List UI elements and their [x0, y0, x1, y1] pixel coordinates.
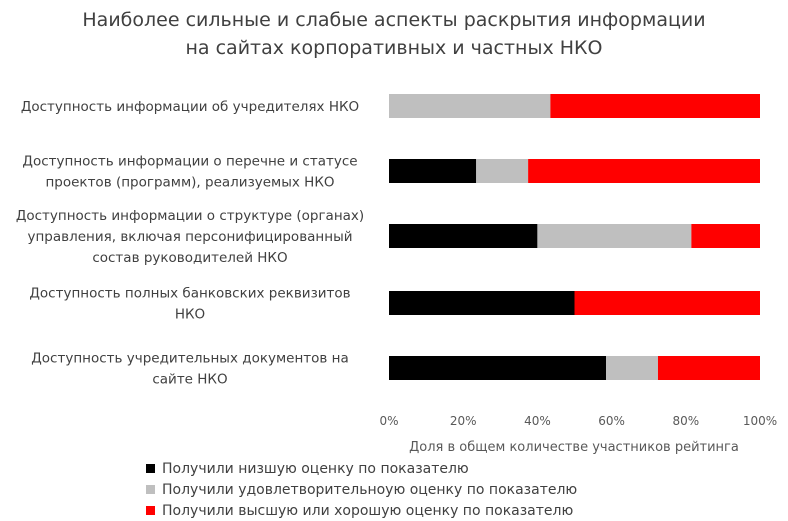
legend-item-high: Получили высшую или хорошую оценку по по…	[146, 500, 577, 521]
legend-swatch-high	[146, 506, 155, 515]
legend: Получили низшую оценку по показателю Пол…	[146, 458, 577, 521]
x-tick-label-4: 60%	[598, 414, 625, 428]
bars-group	[389, 94, 760, 380]
category-label-4-line-2: НКО	[175, 307, 205, 323]
x-tick-label-5: 80%	[672, 414, 699, 428]
category-label-3-line-1: Доступность информации о структуре (орга…	[16, 208, 364, 224]
bar-segment-cat5-series3	[657, 356, 760, 380]
bar-segment-cat4-series1	[389, 291, 575, 315]
bar-segment-cat4-series3	[574, 291, 760, 315]
category-label-5-line-2: сайте НКО	[152, 372, 227, 388]
x-tick-label-2: 20%	[450, 414, 477, 428]
bar-segment-cat5-series2	[606, 356, 658, 380]
bar-segment-cat5-series1	[389, 356, 607, 380]
legend-label-high: Получили высшую или хорошую оценку по по…	[162, 502, 574, 519]
category-label-5-line-1: Доступность учредительных документов на	[31, 351, 349, 367]
chart-title-line-1: Наиболее сильные и слабые аспекты раскры…	[82, 9, 706, 31]
legend-swatch-satisfactory	[146, 485, 155, 494]
chart-title-line-2: на сайтах корпоративных и частных НКО	[185, 37, 603, 59]
category-label-3: Доступность информации о структуре (орга…	[16, 208, 364, 266]
category-label-3-line-2: управления, включая персонифицированный	[27, 229, 352, 245]
bar-segment-cat2-series1	[389, 159, 477, 183]
category-label-4-line-1: Доступность полных банковских реквизитов	[29, 286, 350, 302]
x-tick-label-6: 100%	[743, 414, 777, 428]
category-label-3-line-3: состав руководителей НКО	[92, 250, 287, 266]
x-tick-label-1: 0%	[379, 414, 398, 428]
category-label-2: Доступность информации о перечне и стату…	[22, 154, 357, 191]
bar-segment-cat1-series2	[389, 94, 551, 118]
x-tick-label-3: 40%	[524, 414, 551, 428]
chart-title: Наиболее сильные и слабые аспекты раскры…	[0, 6, 788, 62]
category-labels: Доступность информации об учредителях НК…	[16, 99, 364, 388]
bar-segment-cat2-series3	[528, 159, 760, 183]
bar-segment-cat1-series3	[550, 94, 760, 118]
category-label-2-line-2: проектов (программ), реализуемых НКО	[45, 175, 334, 191]
bar-segment-cat3-series2	[537, 224, 692, 248]
category-label-4: Доступность полных банковских реквизитов…	[29, 286, 350, 323]
x-axis-label: Доля в общем количестве участников рейти…	[409, 440, 739, 455]
category-label-1-line-1: Доступность информации об учредителях НК…	[21, 99, 359, 115]
legend-item-low: Получили низшую оценку по показателю	[146, 458, 577, 479]
category-label-2-line-1: Доступность информации о перечне и стату…	[22, 154, 357, 170]
legend-label-low: Получили низшую оценку по показателю	[162, 460, 469, 477]
legend-swatch-low	[146, 464, 155, 473]
legend-item-satisfactory: Получили удовлетворительноую оценку по п…	[146, 479, 577, 500]
x-tick-labels: 0% 20% 40% 60% 80% 100%	[379, 414, 777, 428]
legend-label-satisfactory: Получили удовлетворительноую оценку по п…	[162, 481, 578, 498]
category-label-1: Доступность информации об учредителях НК…	[21, 99, 359, 115]
category-label-5: Доступность учредительных документов на с…	[31, 351, 349, 388]
bar-segment-cat2-series2	[476, 159, 529, 183]
bar-segment-cat3-series1	[389, 224, 538, 248]
bar-segment-cat3-series3	[691, 224, 760, 248]
